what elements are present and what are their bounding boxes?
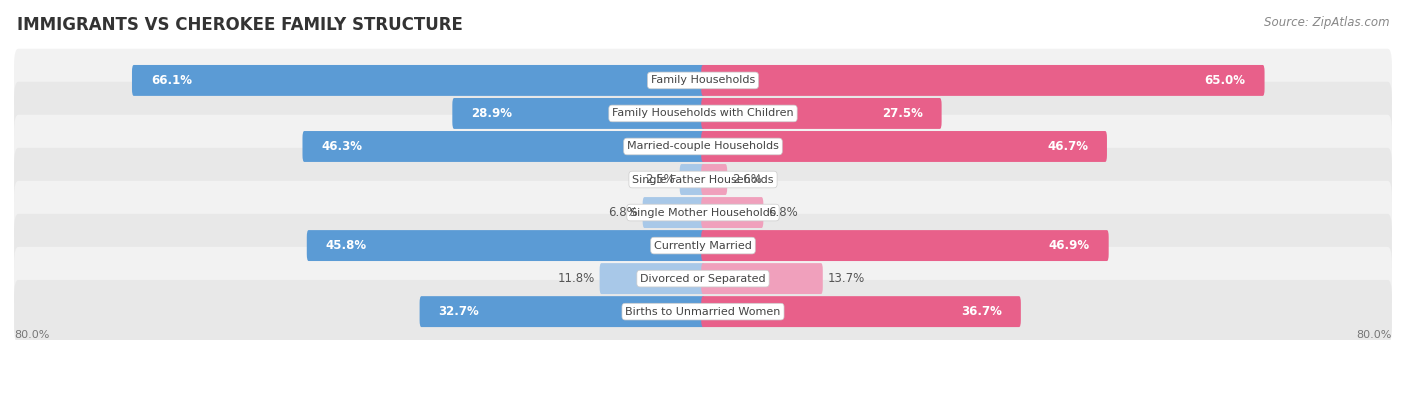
FancyBboxPatch shape	[679, 164, 704, 195]
FancyBboxPatch shape	[307, 230, 704, 261]
FancyBboxPatch shape	[599, 263, 704, 294]
FancyBboxPatch shape	[453, 98, 704, 129]
FancyBboxPatch shape	[14, 181, 1392, 244]
FancyBboxPatch shape	[702, 98, 942, 129]
Text: 6.8%: 6.8%	[769, 206, 799, 219]
Text: 46.9%: 46.9%	[1049, 239, 1090, 252]
Text: 6.8%: 6.8%	[607, 206, 637, 219]
FancyBboxPatch shape	[302, 131, 704, 162]
FancyBboxPatch shape	[14, 247, 1392, 310]
Text: Married-couple Households: Married-couple Households	[627, 141, 779, 152]
Legend: Immigrants, Cherokee: Immigrants, Cherokee	[607, 392, 799, 395]
Text: 80.0%: 80.0%	[14, 330, 49, 340]
Text: 11.8%: 11.8%	[557, 272, 595, 285]
FancyBboxPatch shape	[702, 296, 1021, 327]
FancyBboxPatch shape	[702, 230, 1109, 261]
Text: Single Mother Households: Single Mother Households	[630, 207, 776, 218]
FancyBboxPatch shape	[702, 65, 1264, 96]
Text: 46.7%: 46.7%	[1047, 140, 1088, 153]
FancyBboxPatch shape	[14, 148, 1392, 211]
FancyBboxPatch shape	[702, 263, 823, 294]
Text: Family Households: Family Households	[651, 75, 755, 85]
Text: Source: ZipAtlas.com: Source: ZipAtlas.com	[1264, 16, 1389, 29]
Text: Single Father Households: Single Father Households	[633, 175, 773, 184]
Text: 27.5%: 27.5%	[882, 107, 922, 120]
Text: 36.7%: 36.7%	[960, 305, 1002, 318]
Text: Currently Married: Currently Married	[654, 241, 752, 250]
Text: 65.0%: 65.0%	[1205, 74, 1246, 87]
Text: IMMIGRANTS VS CHEROKEE FAMILY STRUCTURE: IMMIGRANTS VS CHEROKEE FAMILY STRUCTURE	[17, 16, 463, 34]
Text: 80.0%: 80.0%	[1357, 330, 1392, 340]
FancyBboxPatch shape	[702, 131, 1107, 162]
FancyBboxPatch shape	[702, 164, 727, 195]
FancyBboxPatch shape	[643, 197, 704, 228]
Text: Family Households with Children: Family Households with Children	[612, 109, 794, 118]
Text: 66.1%: 66.1%	[150, 74, 193, 87]
FancyBboxPatch shape	[14, 49, 1392, 112]
FancyBboxPatch shape	[14, 280, 1392, 343]
FancyBboxPatch shape	[419, 296, 704, 327]
Text: 2.6%: 2.6%	[733, 173, 762, 186]
FancyBboxPatch shape	[702, 197, 763, 228]
Text: 13.7%: 13.7%	[828, 272, 865, 285]
FancyBboxPatch shape	[14, 214, 1392, 277]
Text: Births to Unmarried Women: Births to Unmarried Women	[626, 307, 780, 317]
Text: 2.5%: 2.5%	[645, 173, 675, 186]
Text: 28.9%: 28.9%	[471, 107, 512, 120]
Text: 45.8%: 45.8%	[326, 239, 367, 252]
FancyBboxPatch shape	[14, 115, 1392, 178]
Text: Divorced or Separated: Divorced or Separated	[640, 274, 766, 284]
Text: 46.3%: 46.3%	[322, 140, 363, 153]
FancyBboxPatch shape	[132, 65, 704, 96]
Text: 32.7%: 32.7%	[439, 305, 479, 318]
FancyBboxPatch shape	[14, 82, 1392, 145]
